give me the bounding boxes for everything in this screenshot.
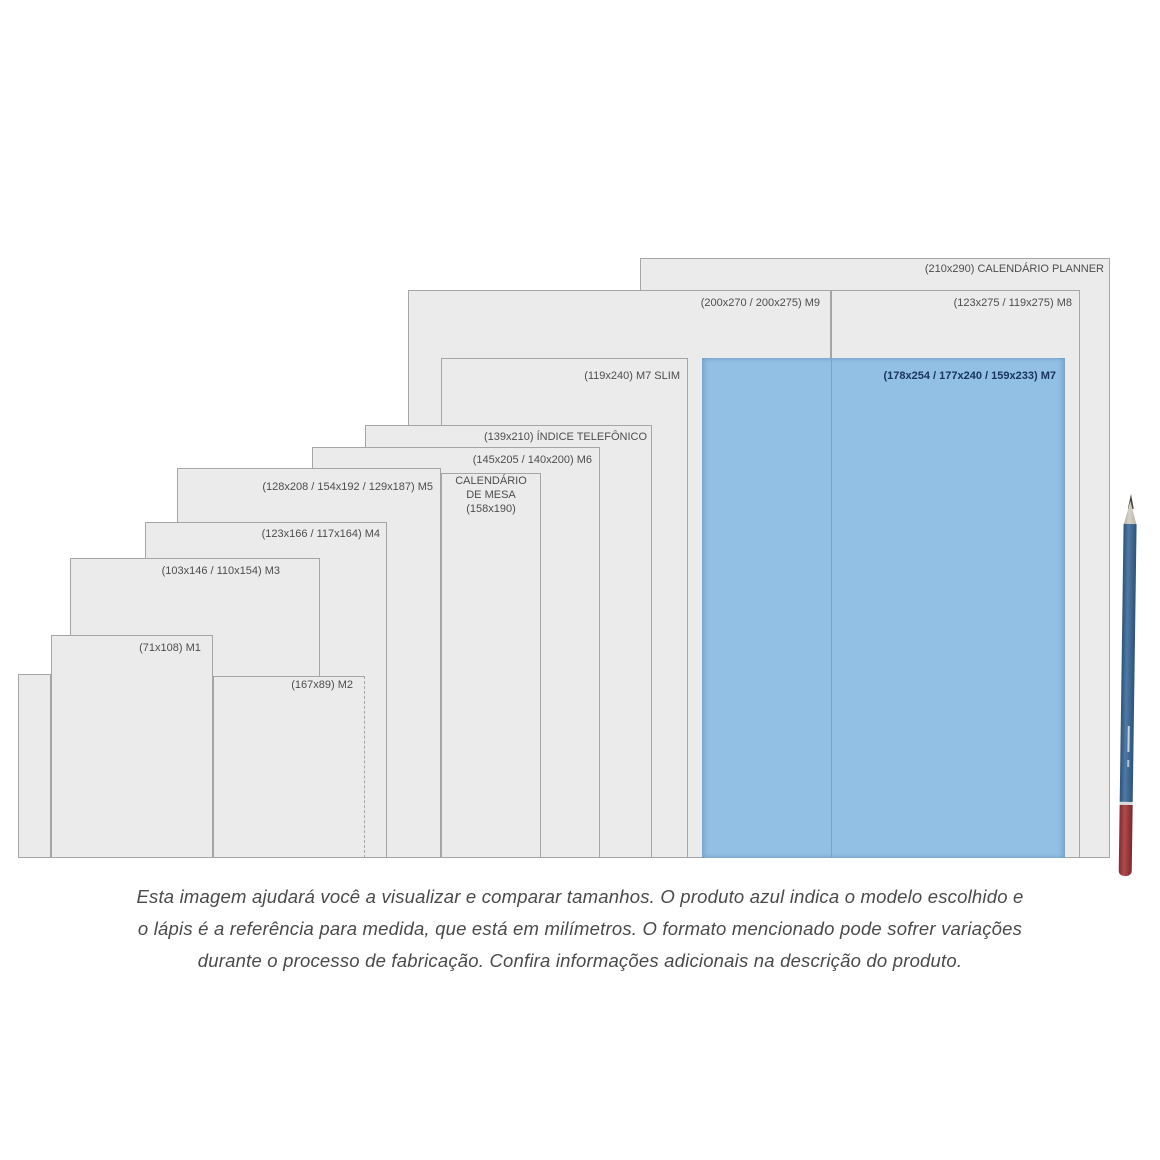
size-label-indice-telefonico: (139x210) ÍNDICE TELEFÔNICO — [483, 431, 647, 443]
pencil-wood-cone — [1124, 501, 1137, 525]
pencil-print-mark — [1127, 725, 1130, 753]
size-label-m9: (200x270 / 200x275) M9 — [700, 297, 820, 309]
caption-line-3: durante o processo de fabricação. Confir… — [197, 950, 963, 971]
size-label-m5: (128x208 / 154x192 / 129x187) M5 — [262, 481, 433, 493]
size-rect-m7-highlighted — [702, 358, 1065, 858]
caption-line-2: o lápis é a referência para medida, que … — [137, 918, 1023, 939]
size-rect-m1 — [51, 635, 213, 858]
size-label-m1: (71x108) M1 — [139, 642, 201, 654]
size-label-m3: (103x146 / 110x154) M3 — [161, 565, 280, 577]
size-rect-m2 — [213, 676, 365, 858]
size-label-calendario-planner: (210x290) CALENDÁRIO PLANNER — [924, 263, 1104, 275]
pencil-red-end — [1118, 804, 1133, 877]
overlap-edge-line — [831, 358, 832, 858]
size-label-m6: (145x205 / 140x200) M6 — [472, 454, 592, 466]
size-label-m7-slim: (119x240) M7 SLIM — [584, 370, 680, 382]
caption-text: Esta imagem ajudará você a visualizar e … — [60, 881, 1100, 977]
pencil-reference-icon — [1117, 494, 1140, 877]
size-label-calendario-de-mesa: CALENDÁRIO DE MESA (158x190) — [441, 474, 541, 516]
mesa-label-line-3: (158x190) — [466, 503, 516, 515]
size-label-m7-highlighted: (178x254 / 177x240 / 159x233) M7 — [883, 370, 1056, 382]
mesa-label-line-2: DE MESA — [466, 489, 516, 501]
size-label-m2: (167x89) M2 — [291, 679, 353, 691]
size-rect-unlabeled-strip — [18, 674, 51, 858]
size-label-m8: (123x275 / 119x275) M8 — [953, 297, 1072, 309]
mesa-label-line-1: CALENDÁRIO — [455, 475, 527, 487]
caption-line-1: Esta imagem ajudará você a visualizar e … — [136, 886, 1024, 907]
size-rect-calendario-de-mesa — [441, 473, 541, 858]
pencil-print-mark — [1127, 759, 1130, 768]
size-label-m4: (123x166 / 117x164) M4 — [261, 528, 380, 540]
